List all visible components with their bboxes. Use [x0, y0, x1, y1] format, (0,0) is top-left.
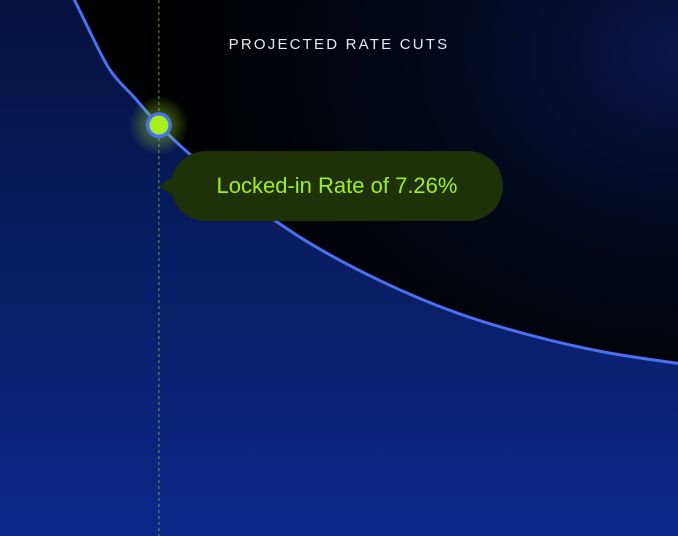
highlight-marker[interactable] [149, 115, 169, 135]
callout-pointer [159, 178, 171, 194]
chart-title: PROJECTED RATE CUTS [228, 36, 450, 53]
callout-label: Locked-in Rate of 7.26% [216, 173, 458, 198]
rate-callout: Locked-in Rate of 7.26% [159, 151, 503, 221]
